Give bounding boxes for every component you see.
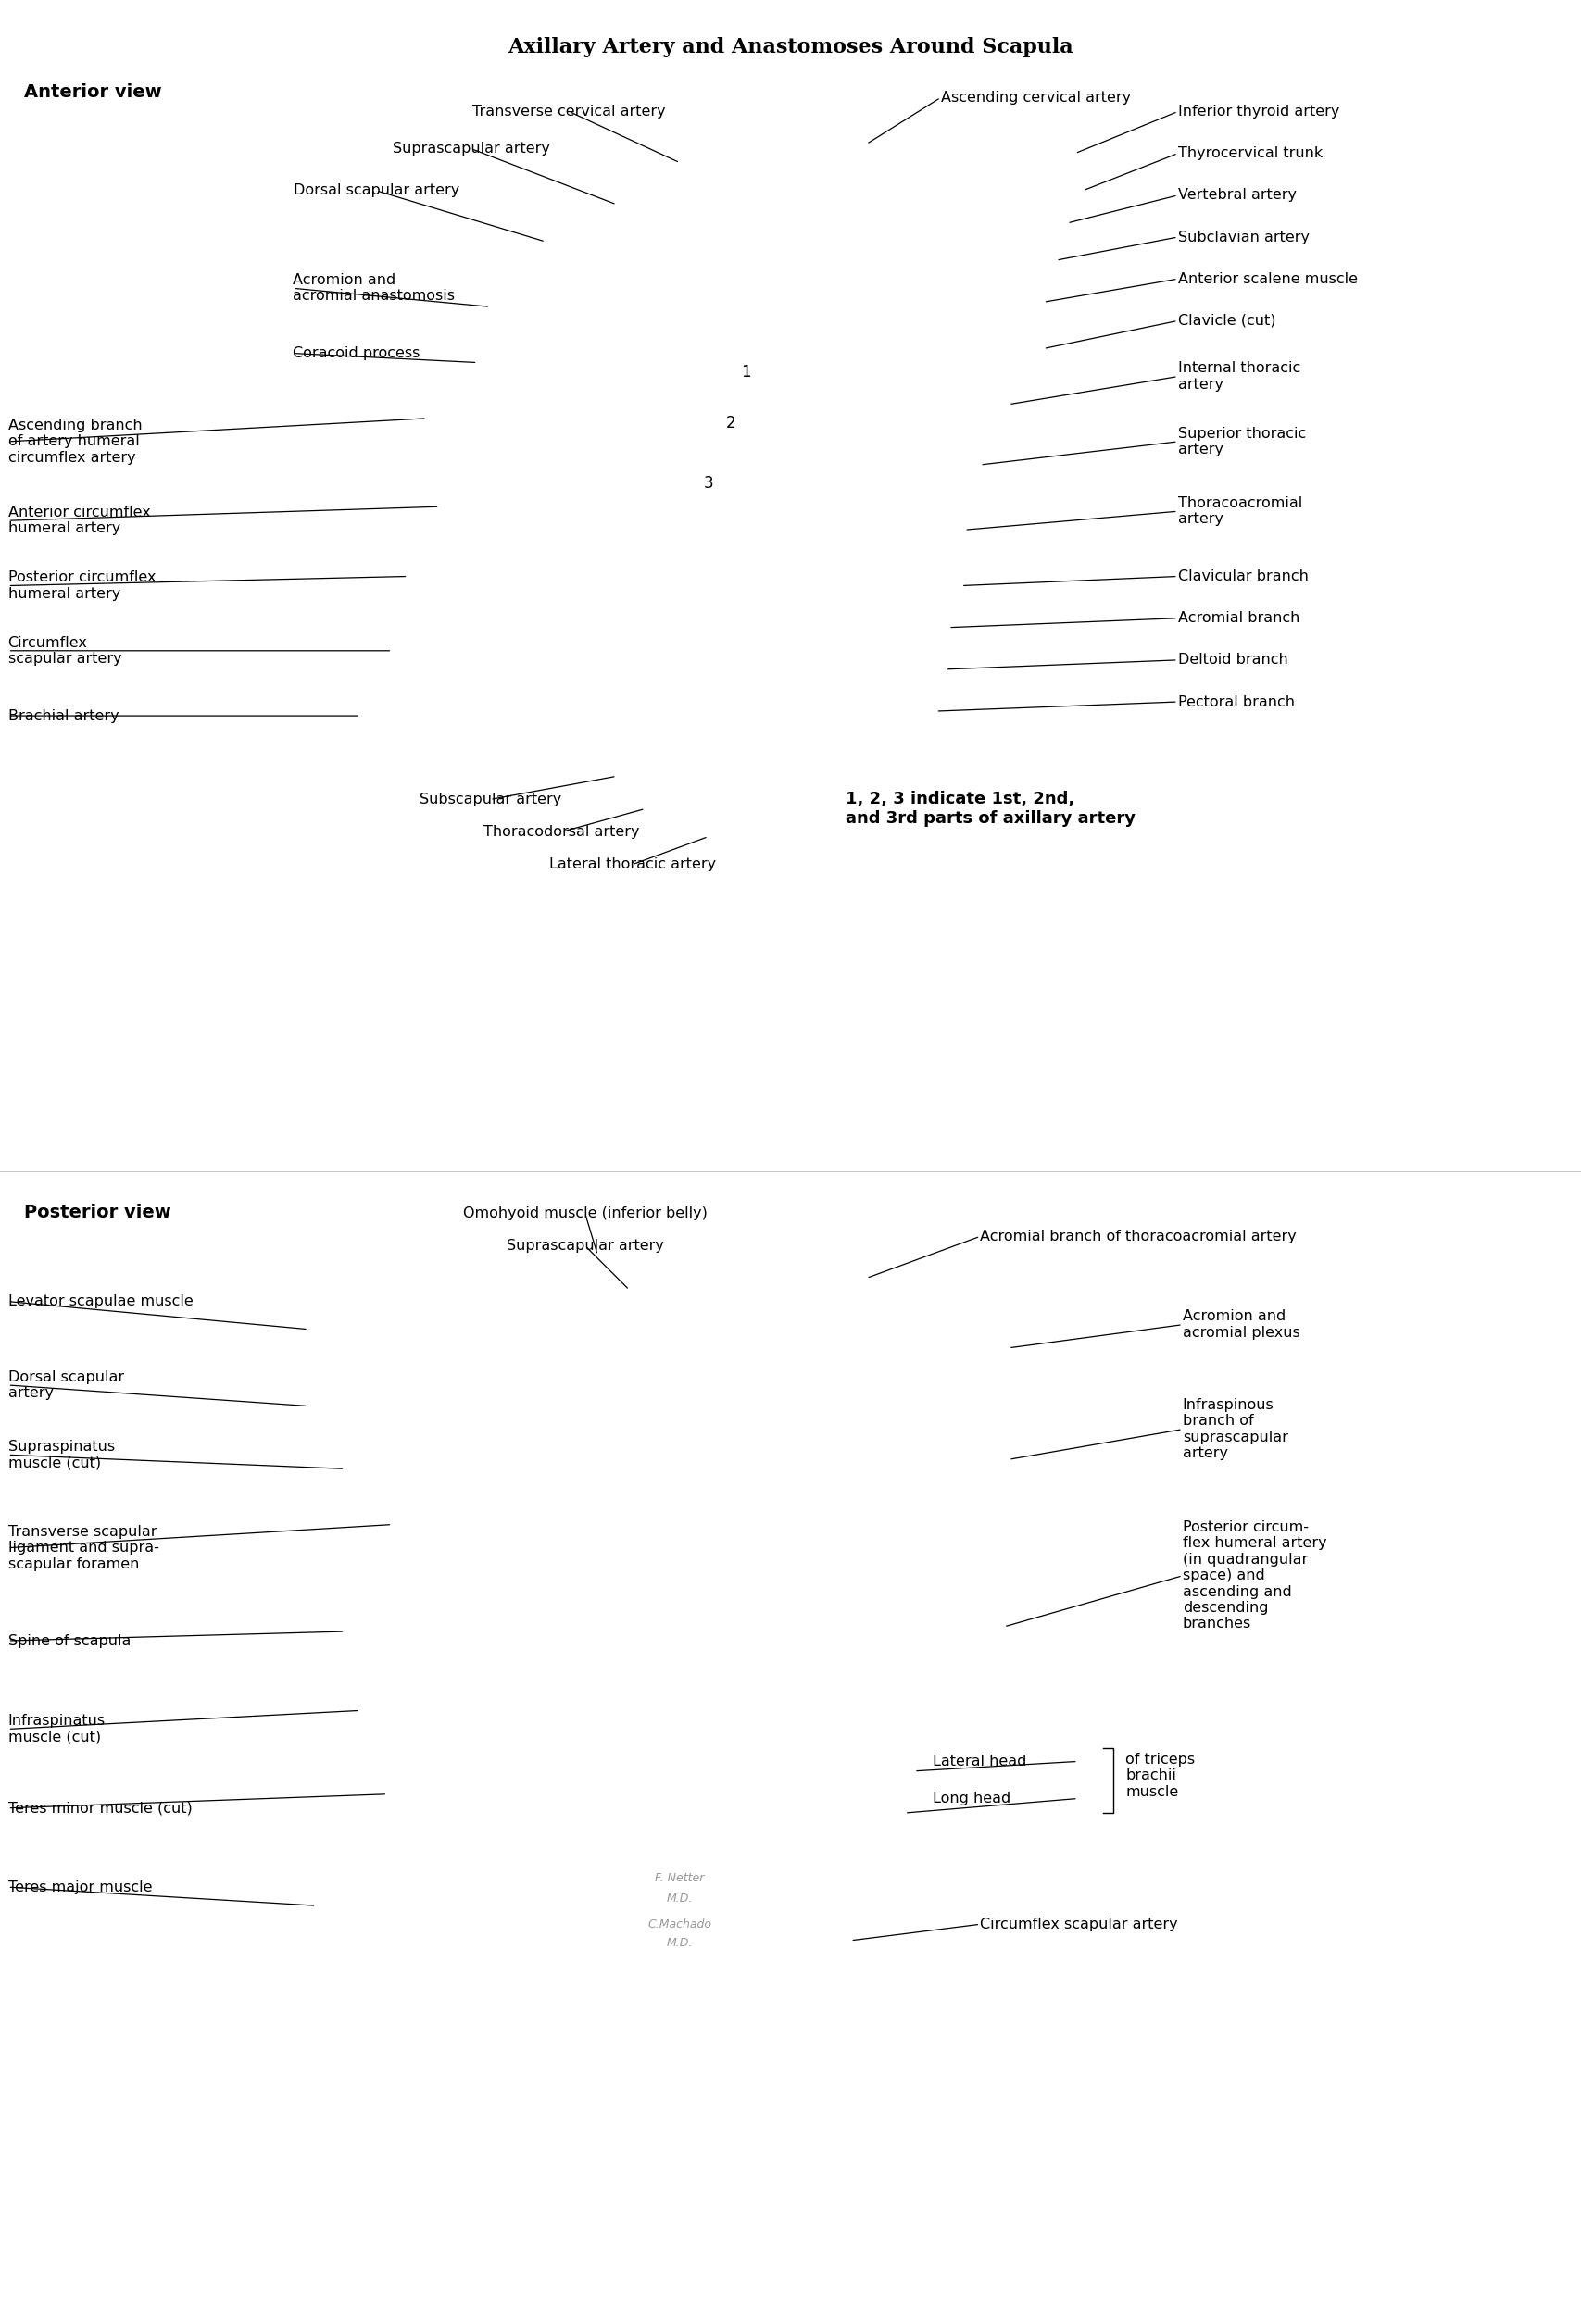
Text: Levator scapulae muscle: Levator scapulae muscle	[8, 1294, 193, 1308]
Text: Ascending branch
of artery humeral
circumflex artery: Ascending branch of artery humeral circu…	[8, 418, 142, 465]
Text: Clavicle (cut): Clavicle (cut)	[1178, 314, 1276, 328]
Text: 3: 3	[704, 474, 713, 493]
Text: Deltoid branch: Deltoid branch	[1178, 653, 1289, 667]
Text: Transverse scapular
ligament and supra-
scapular foramen: Transverse scapular ligament and supra- …	[8, 1525, 158, 1571]
Text: Clavicular branch: Clavicular branch	[1178, 569, 1309, 583]
Text: Acromial branch: Acromial branch	[1178, 611, 1300, 625]
Text: Posterior circumflex
humeral artery: Posterior circumflex humeral artery	[8, 572, 155, 600]
Text: Coracoid process: Coracoid process	[292, 346, 419, 360]
Text: Brachial artery: Brachial artery	[8, 709, 119, 723]
Text: Anterior scalene muscle: Anterior scalene muscle	[1178, 272, 1358, 286]
Text: Acromion and
acromial plexus: Acromion and acromial plexus	[1183, 1311, 1300, 1339]
Text: Anterior circumflex
humeral artery: Anterior circumflex humeral artery	[8, 507, 150, 535]
Text: Internal thoracic
artery: Internal thoracic artery	[1178, 363, 1300, 390]
Text: Ascending cervical artery: Ascending cervical artery	[941, 91, 1130, 105]
Text: Anterior view: Anterior view	[24, 84, 161, 102]
Text: of triceps
brachii
muscle: of triceps brachii muscle	[1126, 1752, 1195, 1799]
Text: Lateral thoracic artery: Lateral thoracic artery	[549, 858, 716, 872]
Text: 1: 1	[741, 363, 751, 381]
Text: Dorsal scapular
artery: Dorsal scapular artery	[8, 1371, 123, 1399]
Text: Acromion and
acromial anastomosis: Acromion and acromial anastomosis	[292, 274, 455, 302]
Text: Circumflex scapular artery: Circumflex scapular artery	[980, 1917, 1178, 1931]
Text: Vertebral artery: Vertebral artery	[1178, 188, 1296, 202]
Text: C.Machado: C.Machado	[648, 1917, 711, 1931]
Text: Supraspinatus
muscle (cut): Supraspinatus muscle (cut)	[8, 1441, 114, 1469]
Text: 2: 2	[726, 414, 735, 432]
Text: Inferior thyroid artery: Inferior thyroid artery	[1178, 105, 1339, 119]
Text: Acromial branch of thoracoacromial artery: Acromial branch of thoracoacromial arter…	[980, 1229, 1296, 1243]
Text: M.D.: M.D.	[667, 1936, 692, 1950]
Text: Teres minor muscle (cut): Teres minor muscle (cut)	[8, 1801, 191, 1815]
Text: Suprascapular artery: Suprascapular artery	[392, 142, 550, 156]
Text: Posterior circum-
flex humeral artery
(in quadrangular
space) and
ascending and
: Posterior circum- flex humeral artery (i…	[1183, 1520, 1326, 1631]
Text: Long head: Long head	[933, 1792, 1010, 1806]
Text: Axillary Artery and Anastomoses Around Scapula: Axillary Artery and Anastomoses Around S…	[508, 37, 1073, 58]
Text: Circumflex
scapular artery: Circumflex scapular artery	[8, 637, 122, 665]
Text: Superior thoracic
artery: Superior thoracic artery	[1178, 428, 1306, 456]
Text: Infraspinatus
muscle (cut): Infraspinatus muscle (cut)	[8, 1715, 106, 1743]
Text: Dorsal scapular artery: Dorsal scapular artery	[292, 184, 460, 198]
Text: Lateral head: Lateral head	[933, 1755, 1026, 1769]
Text: Thoracodorsal artery: Thoracodorsal artery	[484, 825, 639, 839]
Text: Spine of scapula: Spine of scapula	[8, 1634, 131, 1648]
Text: Infraspinous
branch of
suprascapular
artery: Infraspinous branch of suprascapular art…	[1183, 1399, 1289, 1459]
Text: Transverse cervical artery: Transverse cervical artery	[473, 105, 666, 119]
Text: Suprascapular artery: Suprascapular artery	[506, 1239, 664, 1253]
Text: M.D.: M.D.	[667, 1892, 692, 1906]
Text: Teres major muscle: Teres major muscle	[8, 1880, 152, 1894]
Text: Posterior view: Posterior view	[24, 1204, 171, 1222]
Text: F. Netter: F. Netter	[655, 1871, 705, 1885]
Text: Thyrocervical trunk: Thyrocervical trunk	[1178, 146, 1323, 160]
Text: Subscapular artery: Subscapular artery	[419, 792, 561, 806]
Text: Thoracoacromial
artery: Thoracoacromial artery	[1178, 497, 1303, 525]
Text: Pectoral branch: Pectoral branch	[1178, 695, 1295, 709]
Text: 1, 2, 3 indicate 1st, 2nd,
and 3rd parts of axillary artery: 1, 2, 3 indicate 1st, 2nd, and 3rd parts…	[846, 790, 1135, 827]
Text: Omohyoid muscle (inferior belly): Omohyoid muscle (inferior belly)	[463, 1206, 707, 1220]
Text: Subclavian artery: Subclavian artery	[1178, 230, 1309, 244]
